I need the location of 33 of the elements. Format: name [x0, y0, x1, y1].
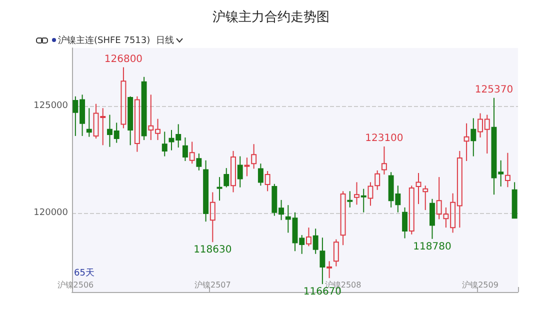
- candlestick: [347, 190, 353, 208]
- chart-subtitle: 沪镍主连(SHFE 7513) 日线: [58, 34, 174, 46]
- candlestick: [216, 176, 222, 202]
- candlestick: [326, 260, 332, 279]
- annotation: 125370: [474, 84, 514, 96]
- candlestick: [360, 188, 366, 213]
- candlestick: [464, 122, 470, 162]
- candlestick: [210, 192, 216, 243]
- x-tick-label: 沪镍2507: [194, 280, 231, 290]
- candlestick: [422, 185, 428, 211]
- annotation: 116670: [303, 286, 342, 298]
- candlestick: [162, 131, 168, 157]
- candlestick: [86, 108, 92, 138]
- candlestick: [120, 66, 126, 129]
- chart-title: 沪镍主力合约走势图: [212, 9, 330, 25]
- y-tick-label: 125000: [34, 100, 68, 111]
- candlestick: [470, 118, 476, 157]
- candlestick: [203, 160, 209, 222]
- annotation: 65天: [74, 268, 94, 278]
- annotation: 118630: [194, 244, 232, 256]
- candlestick: [340, 190, 346, 246]
- annotation: 118780: [413, 241, 452, 252]
- candlestick: [244, 157, 250, 177]
- annotation: 126800: [104, 54, 143, 65]
- y-tick-label: 120000: [34, 208, 68, 218]
- candlestick: [230, 150, 236, 193]
- annotation: 123100: [365, 132, 404, 144]
- candlestick: [320, 237, 326, 285]
- candlestick: [402, 206, 408, 239]
- candlestick: [416, 172, 422, 205]
- candlestick: [237, 156, 243, 188]
- x-tick-label: 沪镍2509: [462, 280, 498, 290]
- candlestick: [354, 182, 360, 206]
